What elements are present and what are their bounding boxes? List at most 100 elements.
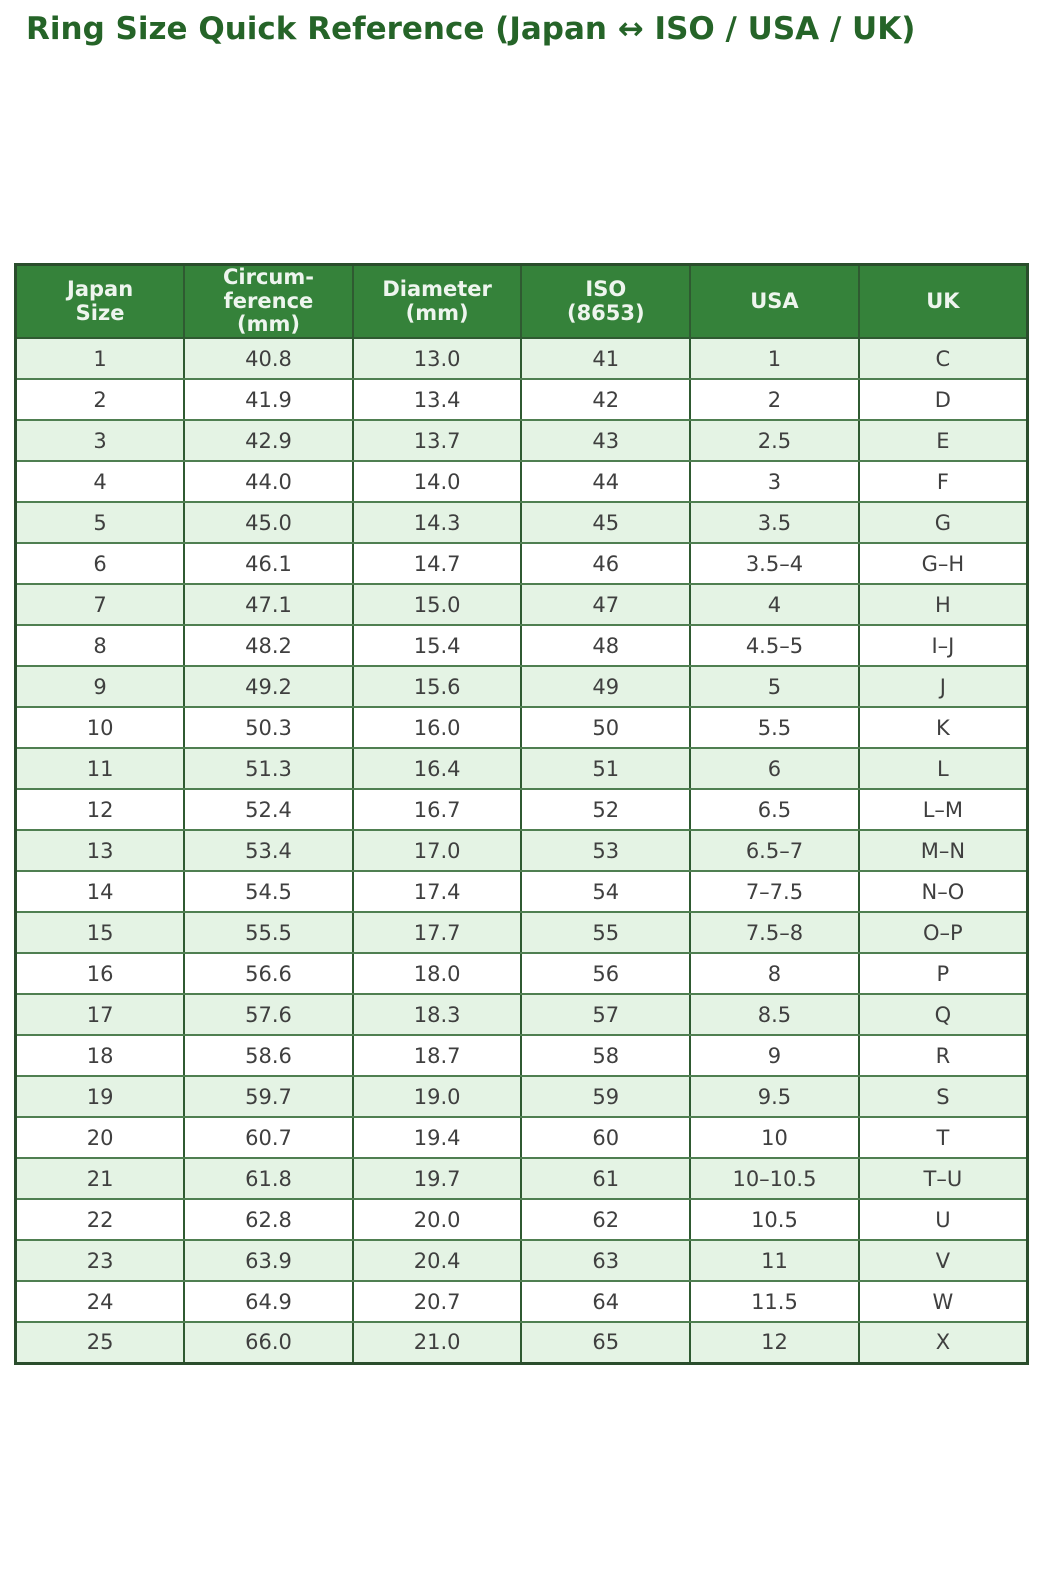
table-cell: 57 xyxy=(520,993,692,1037)
table-cell: 55 xyxy=(520,911,692,955)
table-row: 8 48.2 15.4 48 4.5–5 I–J xyxy=(14,624,1029,668)
table-cell: 51 xyxy=(520,747,692,791)
table-cell: 13 xyxy=(14,829,186,873)
table-cell: 12 xyxy=(14,788,186,832)
table-cell: 15 xyxy=(14,911,186,955)
table-row: 6 46.1 14.7 46 3.5–4 G–H xyxy=(14,542,1029,586)
table-cell: 11 xyxy=(689,1239,860,1283)
table-cell: 18 xyxy=(14,1034,186,1078)
table-row: 3 42.9 13.7 43 2.5 E xyxy=(14,419,1029,463)
table-cell: 55.5 xyxy=(183,911,354,955)
table-cell: 66.0 xyxy=(183,1321,354,1365)
table-row: 11 51.3 16.4 51 6 L xyxy=(14,747,1029,791)
table-row: 19 59.7 19.0 59 9.5 S xyxy=(14,1075,1029,1119)
table-cell: 9 xyxy=(689,1034,860,1078)
table-cell: 61 xyxy=(520,1157,692,1201)
column-header-circumference: Circum- ference (mm) xyxy=(183,263,354,340)
table-cell: Q xyxy=(857,993,1029,1037)
table-cell: 62 xyxy=(520,1198,692,1242)
table-cell: T–U xyxy=(857,1157,1029,1201)
table-cell: 6.5 xyxy=(689,788,860,832)
table-row: 4 44.0 14.0 44 3 F xyxy=(14,460,1029,504)
table-row: 25 66.0 21.0 65 12 X xyxy=(14,1321,1029,1365)
table-cell: 8.5 xyxy=(689,993,860,1037)
table-cell: 14.3 xyxy=(351,501,523,545)
table-cell: 21 xyxy=(14,1157,186,1201)
table-cell: G xyxy=(857,501,1029,545)
table-cell: 15.0 xyxy=(351,583,523,627)
table-cell: 13.4 xyxy=(351,378,523,422)
table-cell: 3.5 xyxy=(689,501,860,545)
table-cell: J xyxy=(857,665,1029,709)
table-cell: 4 xyxy=(14,460,186,504)
table-cell: 20.0 xyxy=(351,1198,523,1242)
table-cell: 9.5 xyxy=(689,1075,860,1119)
table-cell: 2 xyxy=(14,378,186,422)
table-cell: 54 xyxy=(520,870,692,914)
table-cell: 5 xyxy=(14,501,186,545)
table-cell: R xyxy=(857,1034,1029,1078)
table-cell: M–N xyxy=(857,829,1029,873)
ring-size-table: Japan Size Circum- ference (mm) Diameter… xyxy=(14,263,1029,1365)
table-cell: 7 xyxy=(14,583,186,627)
table-cell: L–M xyxy=(857,788,1029,832)
table-cell: 6 xyxy=(14,542,186,586)
table-cell: 14.7 xyxy=(351,542,523,586)
table-cell: 16.0 xyxy=(351,706,523,750)
table-cell: 4 xyxy=(689,583,860,627)
table-cell: 19.0 xyxy=(351,1075,523,1119)
table-cell: F xyxy=(857,460,1029,504)
table-row: 22 62.8 20.0 62 10.5 U xyxy=(14,1198,1029,1242)
table-cell: 14.0 xyxy=(351,460,523,504)
table-cell: 18.7 xyxy=(351,1034,523,1078)
table-cell: 46 xyxy=(520,542,692,586)
table-header: Japan Size Circum- ference (mm) Diameter… xyxy=(14,263,1029,340)
table-cell: 12 xyxy=(689,1321,860,1365)
table-cell: H xyxy=(857,583,1029,627)
table-cell: V xyxy=(857,1239,1029,1283)
table-body: 1 40.8 13.0 41 1 C 2 41.9 13.4 42 2 D 3 42.9 13.7 43 2.5… xyxy=(14,337,1029,1365)
table-cell: 17.0 xyxy=(351,829,523,873)
table-cell: 3 xyxy=(14,419,186,463)
table-cell: 45 xyxy=(520,501,692,545)
table-cell: 63.9 xyxy=(183,1239,354,1283)
table-row: 14 54.5 17.4 54 7–7.5 N–O xyxy=(14,870,1029,914)
table-cell: 44.0 xyxy=(183,460,354,504)
table-cell: 50.3 xyxy=(183,706,354,750)
header-row: Japan Size Circum- ference (mm) Diameter… xyxy=(14,263,1029,340)
table-cell: 19 xyxy=(14,1075,186,1119)
table-cell: 19.4 xyxy=(351,1116,523,1160)
table-row: 12 52.4 16.7 52 6.5 L–M xyxy=(14,788,1029,832)
table-cell: T xyxy=(857,1116,1029,1160)
table-cell: P xyxy=(857,952,1029,996)
table-cell: 63 xyxy=(520,1239,692,1283)
table-cell: 25 xyxy=(14,1321,186,1365)
column-header-diameter: Diameter (mm) xyxy=(351,263,523,340)
table-cell: 61.8 xyxy=(183,1157,354,1201)
table-cell: 58 xyxy=(520,1034,692,1078)
table-cell: 17.4 xyxy=(351,870,523,914)
table-cell: 7–7.5 xyxy=(689,870,860,914)
table-cell: K xyxy=(857,706,1029,750)
table-cell: 1 xyxy=(689,337,860,381)
table-cell: 6 xyxy=(689,747,860,791)
table-cell: 44 xyxy=(520,460,692,504)
table-row: 7 47.1 15.0 47 4 H xyxy=(14,583,1029,627)
page-title: Ring Size Quick Reference (Japan ↔ ISO /… xyxy=(26,11,916,47)
table-row: 10 50.3 16.0 50 5.5 K xyxy=(14,706,1029,750)
table-cell: 47 xyxy=(520,583,692,627)
table-cell: 5.5 xyxy=(689,706,860,750)
table-row: 17 57.6 18.3 57 8.5 Q xyxy=(14,993,1029,1037)
table-cell: 16 xyxy=(14,952,186,996)
table-cell: 15.6 xyxy=(351,665,523,709)
table-cell: 62.8 xyxy=(183,1198,354,1242)
table-cell: L xyxy=(857,747,1029,791)
table-cell: 19.7 xyxy=(351,1157,523,1201)
table-cell: C xyxy=(857,337,1029,381)
column-header-uk: UK xyxy=(857,263,1029,340)
table-cell: 47.1 xyxy=(183,583,354,627)
table-cell: U xyxy=(857,1198,1029,1242)
table-cell: 60.7 xyxy=(183,1116,354,1160)
table-cell: 58.6 xyxy=(183,1034,354,1078)
table-cell: S xyxy=(857,1075,1029,1119)
